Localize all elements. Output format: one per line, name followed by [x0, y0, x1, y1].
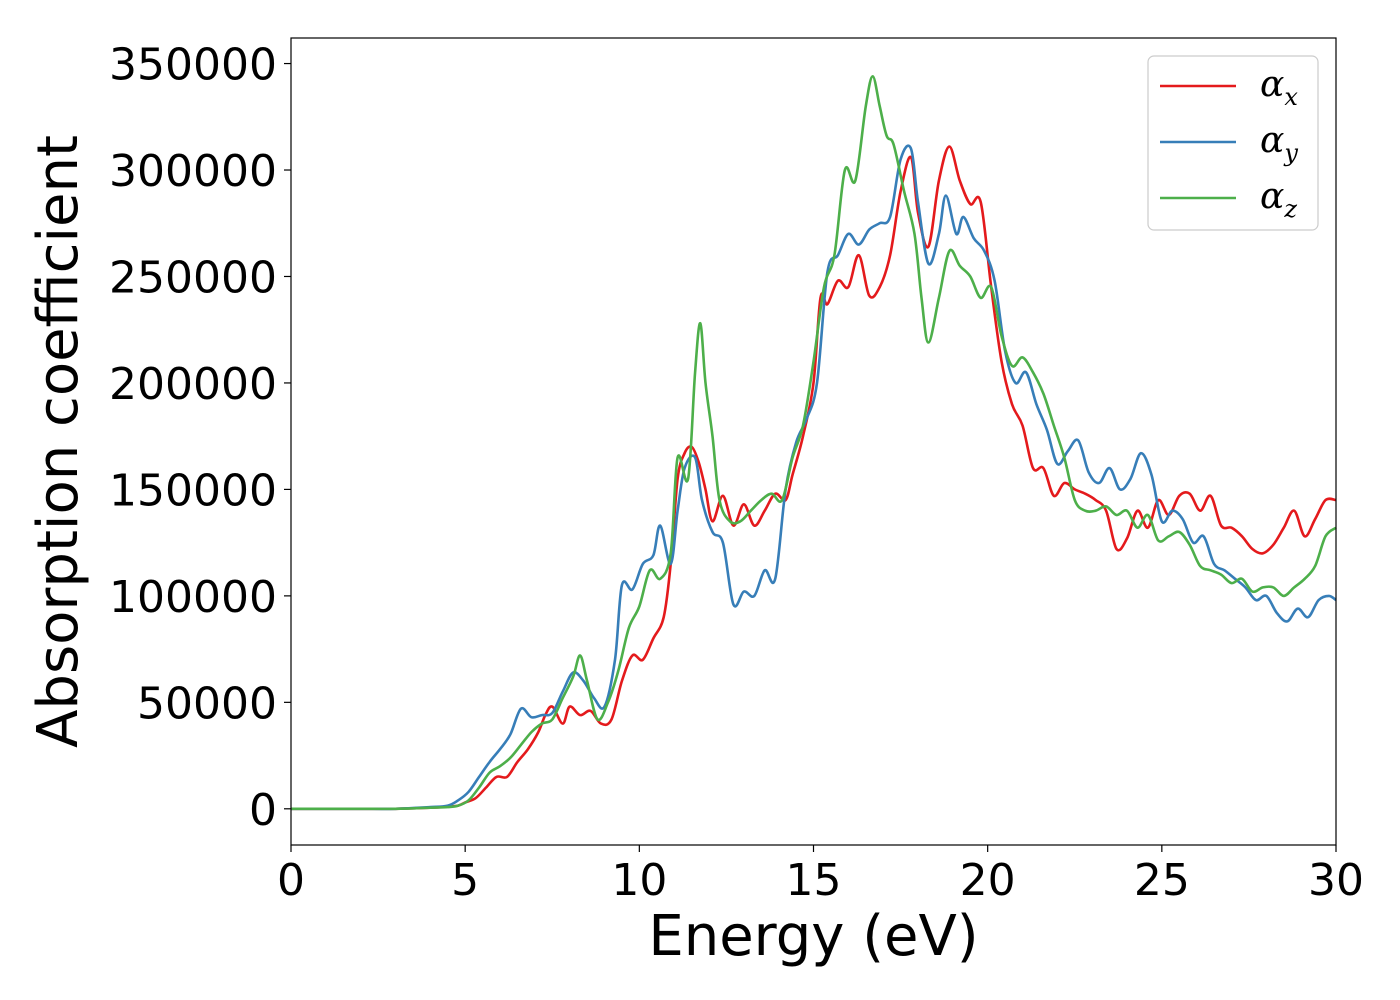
x-tick-label: 0 — [277, 855, 305, 906]
y-axis: 0 50000 100000 150000 200000 250000 300000 3500… — [109, 40, 291, 836]
series-line-y — [291, 144, 1337, 811]
x-axis-label: Energy (eV) — [648, 904, 978, 969]
y-tick-label: 150000 — [109, 465, 277, 516]
x-tick-label: 30 — [1308, 855, 1364, 906]
series-line-x — [291, 145, 1337, 811]
y-tick-label: 0 — [249, 785, 277, 836]
legend-label-x: αx — [1260, 64, 1298, 111]
legend: αx αy αz — [1147, 55, 1319, 231]
plot-lines — [291, 75, 1337, 811]
y-tick-label: 350000 — [109, 40, 277, 91]
x-tick-label: 25 — [1134, 855, 1190, 906]
y-axis-label: Absorption coefficient — [26, 135, 91, 748]
x-tick-label: 20 — [960, 855, 1016, 906]
x-tick-label: 10 — [611, 855, 667, 906]
y-tick-label: 200000 — [109, 359, 277, 410]
series-line-z — [291, 75, 1337, 811]
x-tick-label: 15 — [786, 855, 842, 906]
x-tick-label: 5 — [451, 855, 479, 906]
x-axis: 0 5 10 15 20 25 30 — [277, 845, 1364, 906]
y-tick-label: 100000 — [109, 572, 277, 623]
y-tick-label: 300000 — [109, 146, 277, 197]
legend-label-y: αy — [1260, 120, 1298, 167]
y-tick-label: 50000 — [137, 678, 277, 729]
y-tick-label: 250000 — [109, 252, 277, 303]
legend-label-z: αz — [1260, 176, 1297, 223]
